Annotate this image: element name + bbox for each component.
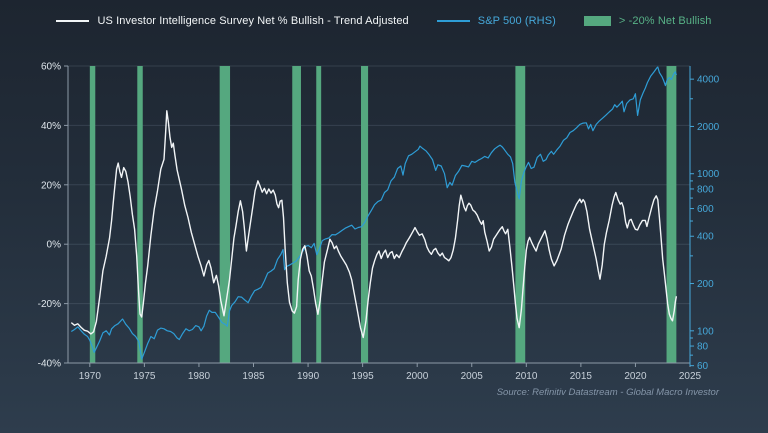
right-axis-tick-label: 1000 — [697, 169, 720, 180]
net-bullish-band — [666, 66, 677, 363]
legend-item-net-bullish-bands: > -20% Net Bullish — [583, 15, 712, 27]
legend-label-sp500: S&P 500 (RHS) — [477, 15, 556, 27]
source-attribution: Source: Refinitiv Datastream - Global Ma… — [496, 387, 719, 398]
right-axis-tick-label: 60 — [697, 361, 709, 372]
left-axis-tick-label: -40% — [38, 359, 61, 370]
net-bullish-band — [89, 66, 96, 363]
green-band-swatch-icon — [583, 16, 611, 26]
x-axis-tick-label: 2000 — [406, 371, 429, 382]
x-axis-tick-label: 2025 — [679, 371, 702, 382]
net-bullish-bands — [89, 66, 677, 363]
gridlines — [68, 65, 690, 305]
x-axis-tick-label: 1980 — [188, 371, 211, 382]
legend-label-bands: > -20% Net Bullish — [618, 15, 712, 27]
right-axis-tick-label: 400 — [697, 232, 714, 243]
white-line-swatch-icon — [56, 20, 90, 22]
chart-legend: US Investor Intelligence Survey Net % Bu… — [0, 15, 768, 27]
net-bullish-band — [316, 66, 322, 363]
x-axis-tick-label: 2005 — [461, 371, 484, 382]
net-bullish-line — [70, 110, 678, 339]
legend-item-net-bullish: US Investor Intelligence Survey Net % Bu… — [56, 15, 409, 27]
x-axis: 1970 1975 1980 1985 1990 1995 2000 2005 2010 2015… — [68, 362, 702, 382]
sp500-line — [70, 66, 677, 360]
right-axis: 4000 2000 1000 800 600 400 200 100 80 60 — [689, 66, 720, 372]
blue-line-swatch-icon — [436, 20, 470, 22]
net-bullish-band — [219, 66, 231, 363]
right-axis-tick-label: 600 — [697, 204, 714, 215]
net-bullish-band — [515, 66, 526, 363]
x-axis-tick-label: 1990 — [297, 371, 320, 382]
left-axis-tick-label: 20% — [41, 180, 61, 191]
right-axis-tick-label: 100 — [697, 326, 714, 337]
net-bullish-band — [137, 66, 143, 363]
right-axis-tick-label: 4000 — [697, 75, 720, 86]
x-axis-tick-label: 1985 — [242, 371, 265, 382]
net-bullish-band — [292, 66, 301, 363]
x-axis-tick-label: 2020 — [624, 371, 647, 382]
left-axis-tick-label: 0% — [47, 240, 62, 251]
left-axis-tick-label: 40% — [41, 121, 61, 132]
right-axis-tick-label: 200 — [697, 279, 714, 290]
right-axis-tick-label: 80 — [697, 342, 709, 353]
left-axis-tick-label: 60% — [41, 62, 61, 73]
x-axis-tick-label: 2015 — [570, 371, 593, 382]
left-axis-tick-label: -20% — [38, 299, 61, 310]
right-axis-tick-label: 800 — [697, 184, 714, 195]
legend-item-sp500: S&P 500 (RHS) — [436, 15, 556, 27]
x-axis-tick-label: 1995 — [352, 371, 375, 382]
right-axis-tick-label: 2000 — [697, 122, 720, 133]
x-axis-tick-label: 1970 — [79, 371, 102, 382]
x-axis-tick-label: 1975 — [133, 371, 156, 382]
x-axis-tick-label: 2010 — [515, 371, 538, 382]
left-axis: 60% 40% 20% 0% -20% -40% — [38, 62, 69, 370]
legend-label-net-bullish: US Investor Intelligence Survey Net % Bu… — [97, 15, 409, 27]
net-bullish-band — [360, 66, 369, 363]
